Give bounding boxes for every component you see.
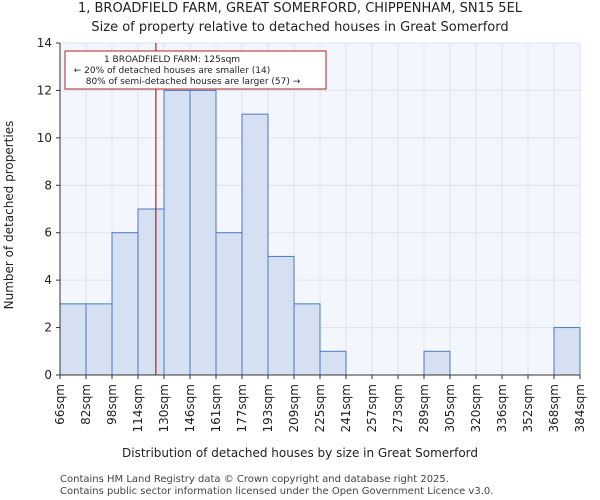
- y-tick-label: 10: [37, 131, 52, 145]
- y-tick-label: 4: [44, 273, 52, 287]
- x-tick-label: 305sqm: [443, 384, 457, 432]
- annotation-line-1: 1 BROADFIELD FARM: 125sqm: [104, 55, 240, 65]
- bar: [553, 327, 581, 376]
- x-tick-label: 177sqm: [235, 384, 249, 432]
- bars: [59, 89, 581, 376]
- x-tick-label: 225sqm: [313, 384, 327, 432]
- x-tick-label: 273sqm: [391, 384, 405, 432]
- bar: [85, 303, 113, 376]
- x-tick-label: 368sqm: [547, 384, 561, 432]
- x-tick-label: 114sqm: [131, 384, 145, 432]
- x-tick-label: 257sqm: [365, 384, 379, 432]
- x-tick-label: 336sqm: [495, 384, 509, 432]
- x-tick-label: 146sqm: [183, 384, 197, 432]
- footer-copyright: Contains HM Land Registry data © Crown c…: [60, 474, 449, 485]
- annotation-box: 1 BROADFIELD FARM: 125sqm ← 20% of detac…: [64, 50, 327, 90]
- bar: [189, 89, 217, 376]
- bar: [215, 232, 243, 376]
- x-tick-label: 82sqm: [79, 384, 93, 425]
- bar: [293, 303, 321, 376]
- annotation-line-2: ← 20% of detached houses are smaller (14…: [74, 66, 271, 76]
- x-tick-label: 241sqm: [339, 384, 353, 432]
- footer-licence: Contains public sector information licen…: [60, 486, 493, 497]
- bar: [163, 89, 191, 376]
- y-tick-label: 2: [44, 321, 52, 335]
- y-tick-label: 12: [37, 83, 52, 97]
- x-tick-label: 66sqm: [53, 384, 67, 425]
- chart-title: 1, BROADFIELD FARM, GREAT SOMERFORD, CHI…: [78, 1, 523, 16]
- y-axis-label: Number of detached properties: [2, 121, 16, 310]
- x-tick-label: 161sqm: [209, 384, 223, 432]
- y-tick-label: 14: [37, 36, 52, 50]
- x-tick-label: 130sqm: [157, 384, 171, 432]
- bar: [137, 208, 165, 376]
- x-axis-ticks: 66sqm 82sqm 98sqm 114sqm 130sqm 146sqm 161sqm 1…: [53, 375, 587, 432]
- x-tick-label: 98sqm: [105, 384, 119, 425]
- annotation-line-3: 80% of semi-detached houses are larger (…: [86, 77, 301, 87]
- x-tick-label: 384sqm: [573, 384, 587, 432]
- x-tick-label: 193sqm: [261, 384, 275, 432]
- annotation-frame: [64, 50, 327, 90]
- x-axis-label: Distribution of detached houses by size …: [122, 446, 478, 460]
- y-tick-label: 6: [44, 226, 52, 240]
- bar: [241, 113, 269, 376]
- bar: [423, 350, 451, 376]
- bar: [267, 255, 295, 376]
- bar: [111, 232, 139, 376]
- bar: [319, 350, 347, 376]
- x-tick-label: 352sqm: [521, 384, 535, 432]
- bar: [59, 303, 87, 376]
- x-tick-label: 320sqm: [469, 384, 483, 432]
- x-tick-label: 289sqm: [417, 384, 431, 432]
- y-axis-ticks: 0 2 4 6 8 10 12 14: [37, 36, 60, 382]
- y-tick-label: 8: [44, 178, 52, 192]
- chart-subtitle: Size of property relative to detached ho…: [91, 20, 508, 35]
- x-tick-label: 209sqm: [287, 384, 301, 432]
- y-tick-label: 0: [44, 368, 52, 382]
